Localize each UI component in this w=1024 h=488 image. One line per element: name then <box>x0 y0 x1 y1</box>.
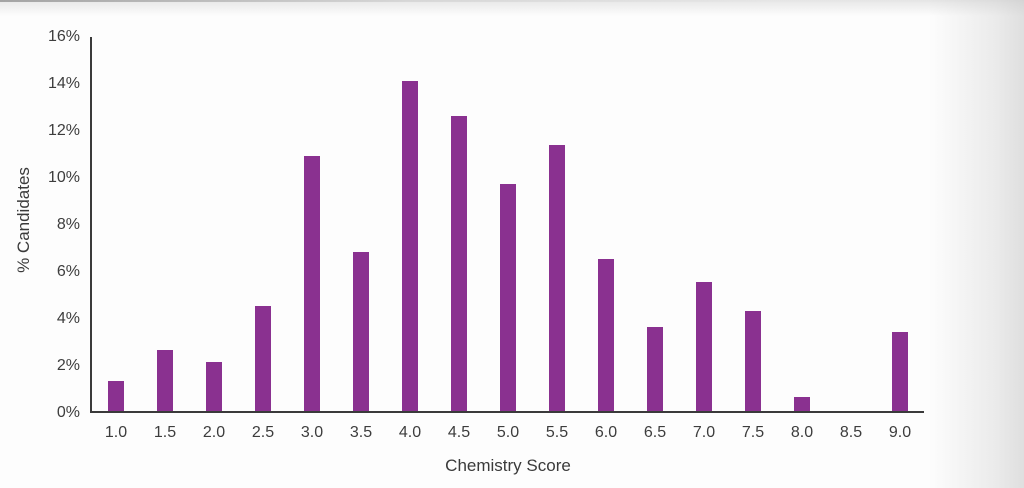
x-tick-label-4.5: 4.5 <box>447 424 471 441</box>
bar-3.5 <box>353 252 369 411</box>
y-tick-label-4%: 4% <box>56 310 80 327</box>
bar-5.5 <box>549 144 565 411</box>
top-edge-shading <box>0 0 1024 16</box>
x-tick-label-3.0: 3.0 <box>300 424 324 441</box>
y-tick-label-14%: 14% <box>47 75 80 92</box>
x-tick-label-8.5: 8.5 <box>839 424 863 441</box>
bar-5.0 <box>500 184 516 411</box>
plot-area <box>90 37 924 413</box>
x-tick-label-5.0: 5.0 <box>496 424 520 441</box>
bar-2.0 <box>206 361 222 411</box>
x-tick-label-6.0: 6.0 <box>594 424 618 441</box>
y-tick-label-16%: 16% <box>47 28 80 45</box>
x-tick-label-6.5: 6.5 <box>643 424 667 441</box>
bar-3.0 <box>304 156 320 411</box>
x-tick-label-1.0: 1.0 <box>104 424 128 441</box>
y-tick-label-2%: 2% <box>56 357 80 374</box>
bar-7.5 <box>745 310 761 411</box>
bar-9.0 <box>892 331 908 411</box>
bar-4.0 <box>402 81 418 411</box>
x-tick-label-2.0: 2.0 <box>202 424 226 441</box>
x-tick-label-9.0: 9.0 <box>888 424 912 441</box>
x-tick-label-7.0: 7.0 <box>692 424 716 441</box>
bar-8.0 <box>794 396 810 411</box>
y-tick-label-6%: 6% <box>56 263 80 280</box>
top-edge-line <box>0 0 1024 2</box>
bar-6.0 <box>598 259 614 411</box>
bar-2.5 <box>255 305 271 411</box>
y-tick-label-0%: 0% <box>56 404 80 421</box>
bar-6.5 <box>647 326 663 411</box>
bar-1.5 <box>157 350 173 411</box>
y-tick-label-10%: 10% <box>47 169 80 186</box>
x-tick-label-4.0: 4.0 <box>398 424 422 441</box>
x-tick-label-5.5: 5.5 <box>545 424 569 441</box>
x-tick-label-2.5: 2.5 <box>251 424 275 441</box>
y-tick-label-12%: 12% <box>47 122 80 139</box>
right-edge-shading <box>929 0 1024 488</box>
x-tick-label-8.0: 8.0 <box>790 424 814 441</box>
x-axis-title: Chemistry Score <box>445 456 571 475</box>
x-tick-label-1.5: 1.5 <box>153 424 177 441</box>
y-tick-label-8%: 8% <box>56 216 80 233</box>
bar-1.0 <box>108 380 124 411</box>
bar-7.0 <box>696 282 712 411</box>
x-tick-label-7.5: 7.5 <box>741 424 765 441</box>
bar-4.5 <box>451 116 467 411</box>
x-tick-label-3.5: 3.5 <box>349 424 373 441</box>
